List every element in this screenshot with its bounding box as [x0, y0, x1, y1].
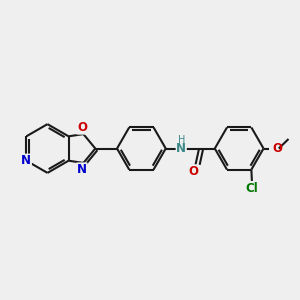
Text: N: N [21, 154, 32, 167]
Text: Cl: Cl [246, 182, 258, 194]
Text: O: O [272, 142, 283, 155]
Text: O: O [77, 121, 87, 134]
Text: N: N [77, 163, 87, 176]
Text: H: H [178, 135, 186, 145]
Text: N: N [176, 142, 186, 155]
Text: O: O [188, 165, 198, 178]
